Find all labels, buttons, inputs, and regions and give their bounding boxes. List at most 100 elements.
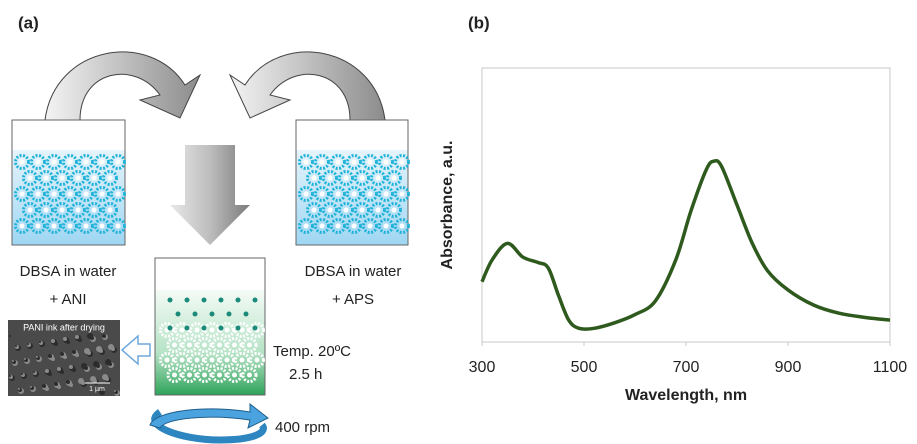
micelle-core bbox=[115, 223, 121, 229]
micelle bbox=[378, 186, 394, 202]
micelle-core bbox=[391, 207, 397, 213]
beaker-bottom bbox=[154, 257, 266, 396]
texture bbox=[18, 388, 20, 390]
texture bbox=[99, 389, 105, 395]
micelle bbox=[14, 154, 30, 170]
micelle-core bbox=[67, 223, 73, 229]
texture bbox=[81, 363, 87, 369]
texture bbox=[24, 358, 26, 360]
micelle bbox=[62, 186, 78, 202]
micelle-core bbox=[19, 159, 25, 165]
micelle-core bbox=[75, 207, 81, 213]
micelle-core bbox=[367, 191, 373, 197]
micelle bbox=[110, 154, 126, 170]
micelle-core bbox=[359, 207, 365, 213]
micelle-core bbox=[107, 175, 113, 181]
texture bbox=[9, 335, 11, 337]
micelle bbox=[362, 154, 378, 170]
micelle-core bbox=[319, 159, 325, 165]
micelle bbox=[314, 218, 330, 234]
micelle bbox=[62, 218, 78, 234]
micelle-core bbox=[217, 342, 222, 348]
curved-arrow bbox=[44, 51, 202, 121]
particle bbox=[252, 325, 258, 331]
micelle bbox=[204, 322, 220, 338]
micelle bbox=[14, 186, 30, 202]
x-tick-label: 500 bbox=[571, 359, 598, 376]
micelle-core bbox=[327, 175, 333, 181]
beaker-label: + ANI bbox=[49, 291, 86, 308]
micelle-core bbox=[202, 342, 207, 348]
micelle bbox=[338, 202, 354, 218]
micelle bbox=[181, 367, 198, 383]
particle bbox=[167, 325, 173, 331]
micelle bbox=[94, 186, 110, 202]
micelle-core bbox=[327, 207, 333, 213]
particle bbox=[252, 297, 258, 303]
texture bbox=[33, 371, 35, 373]
micelle bbox=[110, 186, 126, 202]
micelle bbox=[322, 202, 338, 218]
texture bbox=[75, 335, 79, 339]
micelle bbox=[330, 154, 346, 170]
micelle-core bbox=[303, 223, 309, 229]
micelle bbox=[38, 170, 54, 186]
texture bbox=[87, 333, 93, 339]
micelle-core bbox=[202, 372, 207, 378]
micelle-core bbox=[83, 223, 89, 229]
micelle-core bbox=[239, 357, 245, 363]
texture bbox=[69, 365, 73, 369]
micelle bbox=[234, 352, 250, 368]
particle bbox=[218, 297, 224, 303]
micelle-core bbox=[367, 159, 373, 165]
micelle-core bbox=[383, 223, 389, 229]
texture bbox=[48, 354, 52, 358]
micelle-core bbox=[359, 175, 365, 181]
micelle-core bbox=[83, 159, 89, 165]
micelle-core bbox=[232, 342, 237, 348]
x-tick-label: 700 bbox=[673, 359, 700, 376]
micelle bbox=[362, 186, 378, 202]
x-tick-label: 900 bbox=[775, 359, 802, 376]
micelle bbox=[226, 337, 243, 353]
micelle bbox=[196, 367, 213, 383]
micelle-core bbox=[303, 191, 309, 197]
micelle bbox=[159, 322, 175, 338]
micelle bbox=[298, 218, 314, 234]
texture bbox=[90, 376, 96, 382]
micelle bbox=[54, 202, 70, 218]
texture bbox=[66, 380, 70, 384]
micelle bbox=[166, 337, 183, 353]
beaker-left bbox=[11, 119, 126, 246]
micelle bbox=[62, 154, 78, 170]
texture bbox=[36, 356, 38, 358]
micelle bbox=[22, 202, 38, 218]
micelle bbox=[78, 154, 94, 170]
texture bbox=[57, 367, 61, 371]
particle bbox=[243, 311, 249, 317]
micelle bbox=[30, 154, 46, 170]
particle bbox=[235, 325, 241, 331]
micelle-core bbox=[303, 159, 309, 165]
texture bbox=[54, 382, 58, 386]
texture bbox=[102, 334, 106, 338]
micelle-core bbox=[107, 207, 113, 213]
micelle bbox=[306, 170, 322, 186]
micelle bbox=[204, 352, 220, 368]
micelle bbox=[394, 218, 410, 234]
panel-label: (a) bbox=[18, 13, 39, 32]
texture bbox=[12, 360, 14, 362]
particle bbox=[235, 297, 241, 303]
beaker-label: DBSA in water bbox=[20, 263, 117, 280]
micelle-core bbox=[67, 159, 73, 165]
particle bbox=[209, 311, 215, 317]
micelle-core bbox=[232, 372, 237, 378]
texture bbox=[96, 346, 102, 352]
micelle bbox=[306, 202, 322, 218]
micelle-core bbox=[311, 207, 317, 213]
micelle-core bbox=[319, 191, 325, 197]
micelle bbox=[346, 218, 362, 234]
micelle-core bbox=[209, 357, 215, 363]
texture bbox=[15, 345, 17, 347]
